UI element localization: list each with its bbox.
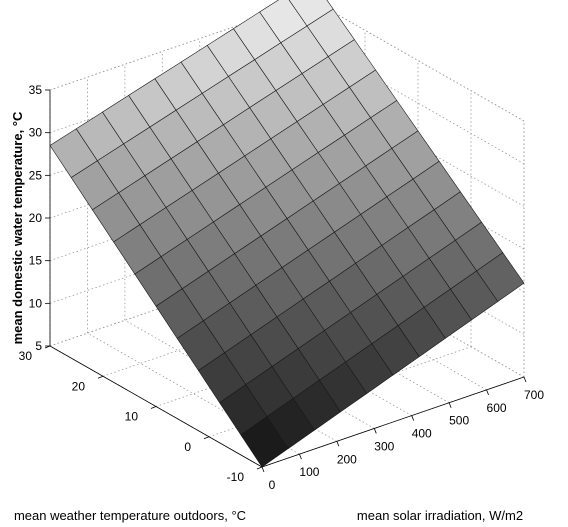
- x-tick-mark: [411, 415, 415, 421]
- x-tick-mark: [336, 441, 340, 447]
- y-tick-label: 20: [72, 379, 86, 393]
- gridline: [236, 281, 450, 404]
- x-tick-label: 0: [269, 478, 276, 492]
- x-tick-mark: [261, 466, 265, 473]
- x-tick-label: 600: [487, 401, 507, 415]
- box-edge: [311, 0, 525, 122]
- x-tick-mark: [299, 453, 302, 460]
- y-axis-label: mean weather temperature outdoors, °C: [14, 508, 246, 523]
- x-tick-label: 100: [299, 465, 319, 479]
- z-tick-label: 15: [29, 254, 43, 268]
- z-tick-label: 5: [35, 339, 42, 353]
- x-tick-label: 700: [524, 388, 544, 402]
- z-tick-label: 35: [29, 83, 43, 97]
- x-tick-mark: [486, 389, 489, 396]
- gridline: [311, 255, 525, 378]
- z-tick-label: 30: [29, 126, 43, 140]
- x-axis-line: [261, 376, 525, 468]
- y-tick-mark: [97, 375, 104, 379]
- y-tick-label: 30: [19, 349, 33, 363]
- gridline: [311, 212, 525, 335]
- x-tick-label: 400: [412, 427, 432, 441]
- y-tick-mark: [203, 436, 210, 440]
- gridline: [199, 294, 412, 416]
- gridline: [311, 42, 525, 165]
- z-tick-label: 25: [29, 168, 43, 182]
- gridline: [311, 84, 525, 207]
- y-tick-label: 10: [125, 410, 139, 424]
- gridline: [274, 268, 487, 391]
- y-tick-label: -10: [227, 470, 245, 484]
- surface-plot: [49, 0, 525, 468]
- y-tick-mark: [150, 406, 157, 409]
- x-tick-mark: [373, 428, 377, 434]
- z-tick-label: 20: [29, 211, 43, 225]
- x-tick-label: 300: [374, 439, 394, 453]
- x-tick-mark: [448, 402, 452, 408]
- surface-cell: [240, 416, 289, 468]
- x-tick-label: 500: [449, 414, 469, 428]
- y-tick-label: 0: [184, 440, 191, 454]
- x-tick-label: 200: [337, 452, 357, 466]
- x-tick-mark: [523, 376, 527, 383]
- x-axis-label: mean solar irradiation, W/m2: [357, 508, 523, 523]
- axis-ticks: 0100200300400500600700-10010203051015202…: [19, 83, 545, 492]
- y-tick-mark: [256, 466, 263, 470]
- z-tick-label: 10: [29, 296, 43, 310]
- gridline: [311, 127, 525, 250]
- z-axis-label: mean domestic water temperature, °C: [10, 111, 25, 344]
